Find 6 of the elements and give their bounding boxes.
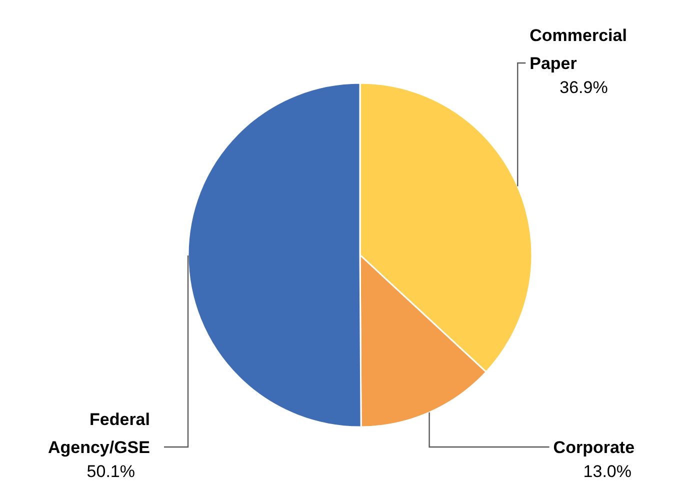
- data-label: 50.1%: [86, 462, 135, 481]
- slice-label: Corporate: [553, 438, 635, 457]
- slice-label: Federal Agency/GSE: [48, 410, 150, 457]
- data-label: 13.0%: [583, 462, 632, 481]
- slice-label: Commercial Paper: [530, 26, 627, 73]
- data-label: 36.9%: [560, 78, 608, 97]
